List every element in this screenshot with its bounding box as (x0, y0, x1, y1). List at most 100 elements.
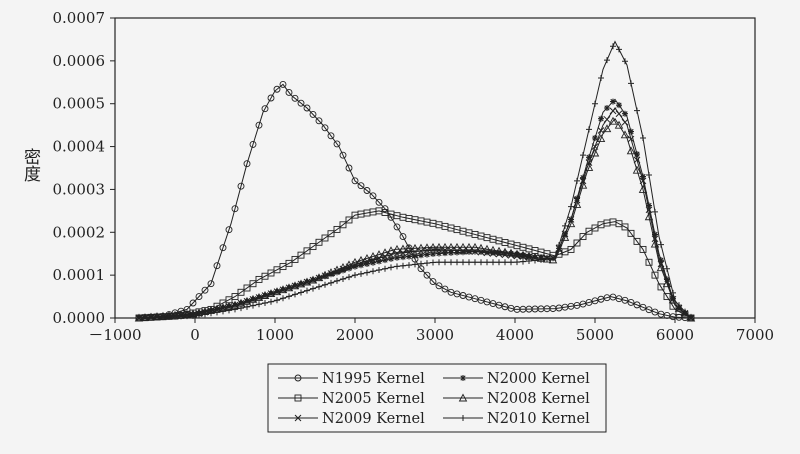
series-line (138, 210, 692, 319)
data-point (261, 292, 269, 299)
data-point (674, 303, 684, 312)
data-point (513, 252, 521, 260)
data-point (405, 248, 413, 256)
data-point (514, 259, 520, 266)
data-point (364, 269, 370, 276)
data-point (394, 254, 400, 261)
data-point (622, 110, 628, 117)
data-point (590, 148, 600, 157)
data-point (568, 203, 574, 210)
data-point (261, 105, 269, 113)
data-point (580, 152, 586, 159)
data-point (195, 293, 203, 301)
data-point (160, 314, 166, 321)
legend-entry: N1995 Kernel (278, 371, 425, 387)
data-point (656, 263, 666, 272)
data-point (285, 284, 293, 292)
data-point (586, 126, 592, 133)
data-point (459, 247, 467, 255)
data-point (219, 244, 227, 252)
series-n2010-kernel (136, 40, 694, 321)
data-point (430, 250, 436, 257)
data-point (639, 303, 647, 311)
data-point (358, 262, 364, 269)
data-point (394, 263, 400, 270)
data-point (339, 221, 347, 229)
data-point (633, 301, 641, 309)
x-tick-label: 2000 (336, 326, 374, 344)
data-point (592, 135, 598, 141)
legend-marker (294, 394, 302, 402)
data-point (213, 262, 221, 270)
data-point (550, 255, 556, 262)
data-point (357, 259, 365, 267)
data-point (255, 121, 263, 129)
data-point (620, 130, 630, 139)
x-tick-label: 7000 (736, 326, 774, 344)
data-point (142, 314, 148, 321)
data-point (232, 306, 238, 313)
legend-box (267, 363, 607, 433)
data-point (627, 299, 635, 306)
data-point (208, 310, 214, 317)
data-point (608, 116, 618, 125)
data-point (436, 259, 442, 266)
data-point (351, 177, 359, 185)
data-point (639, 177, 647, 185)
legend-marker (294, 414, 302, 422)
data-point (291, 282, 299, 290)
data-point (291, 94, 299, 102)
data-point (412, 261, 418, 268)
y-tick-label: 0.0004 (53, 138, 106, 156)
data-point (423, 246, 431, 254)
data-point (231, 205, 239, 213)
data-point (273, 288, 281, 295)
data-point (358, 270, 364, 277)
data-point (621, 223, 629, 231)
data-point (345, 263, 353, 271)
data-point (382, 265, 388, 272)
data-point (376, 267, 382, 273)
data-point (243, 297, 251, 305)
data-point (645, 206, 653, 214)
data-point (225, 303, 233, 310)
data-point (303, 278, 311, 286)
data-point (465, 247, 473, 255)
data-point (400, 262, 406, 269)
data-point (249, 296, 257, 303)
data-point (237, 182, 245, 190)
data-point (334, 269, 340, 276)
data-point (496, 249, 502, 256)
series-line (138, 117, 692, 319)
data-point (364, 261, 370, 267)
data-point (346, 274, 352, 281)
data-point (334, 277, 340, 284)
data-point (490, 259, 496, 266)
data-point (508, 259, 514, 266)
data-point (310, 285, 316, 292)
data-point (556, 242, 562, 249)
data-point (424, 251, 430, 258)
data-point (470, 242, 480, 251)
data-point (386, 246, 396, 255)
data-point (207, 280, 215, 288)
data-point (652, 208, 658, 215)
data-point (610, 43, 616, 50)
data-point (345, 164, 353, 172)
data-point (603, 116, 611, 123)
data-point (237, 299, 245, 307)
data-point (225, 226, 233, 234)
x-tick-label: 6000 (656, 326, 694, 344)
data-point (634, 151, 640, 158)
data-point (670, 289, 676, 296)
data-point (567, 216, 575, 223)
data-point (202, 311, 208, 318)
data-point (586, 154, 592, 161)
data-point (640, 173, 646, 180)
data-point (423, 271, 431, 279)
data-point (650, 239, 660, 248)
y-tick-label: 0.0000 (53, 309, 106, 327)
data-point (315, 117, 323, 125)
data-point (519, 253, 527, 260)
